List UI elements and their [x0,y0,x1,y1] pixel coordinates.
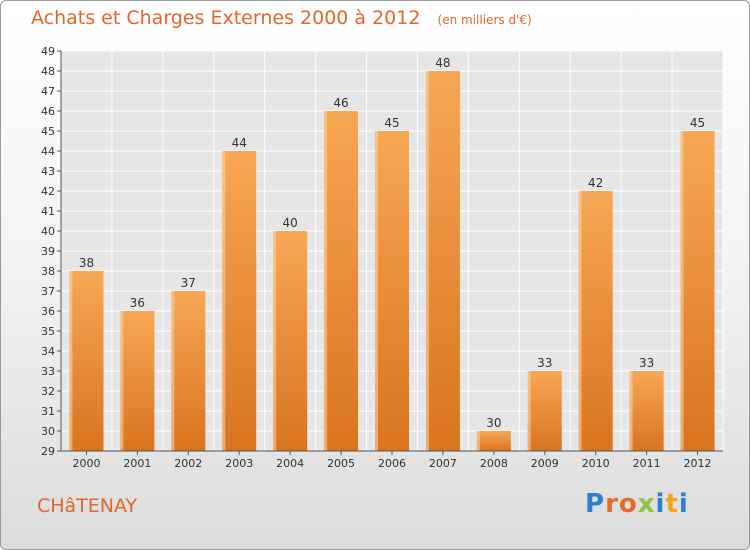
logo-letter: o [618,489,638,519]
bar-highlight [527,371,531,451]
logo-letter: r [605,489,619,519]
data-label: 42 [588,176,603,190]
x-tick-label: 2008 [480,457,508,470]
bar-highlight [273,231,277,451]
x-tick-label: 2000 [72,457,100,470]
y-tick-label: 46 [41,105,55,118]
y-tick-label: 37 [41,285,55,298]
y-tick-label: 30 [41,425,55,438]
y-tick-label: 42 [41,185,55,198]
x-tick-label: 2004 [276,457,304,470]
y-tick-label: 38 [41,265,55,278]
bar [324,111,359,451]
proxiti-logo: Proxiti [585,489,689,519]
bar [527,371,562,451]
data-label: 38 [79,256,94,270]
y-tick-label: 40 [41,225,55,238]
y-tick-label: 34 [41,345,55,358]
bar [629,371,664,451]
bar [680,131,715,451]
data-label: 45 [690,116,705,130]
x-tick-label: 2009 [531,457,559,470]
bar [69,271,104,451]
y-tick-label: 36 [41,305,55,318]
data-label: 48 [435,56,450,70]
x-tick-label: 2011 [633,457,661,470]
bar [222,151,257,451]
x-tick-label: 2003 [225,457,253,470]
chart-unit-note: (en milliers d'€) [437,13,532,27]
data-label: 44 [232,136,247,150]
bar-highlight [425,71,429,451]
bar [171,291,206,451]
x-tick-label: 2007 [429,457,457,470]
x-tick-label: 2006 [378,457,406,470]
data-label: 45 [384,116,399,130]
data-label: 36 [130,296,145,310]
bar [476,431,511,451]
bar-highlight [171,291,175,451]
y-tick-label: 47 [41,85,55,98]
data-label: 30 [486,416,501,430]
commune-name: CHâTENAY [37,495,138,517]
y-tick-label: 33 [41,365,55,378]
y-tick-label: 39 [41,245,55,258]
bar [120,311,155,451]
bar-highlight [578,191,582,451]
x-tick-label: 2005 [327,457,355,470]
y-tick-label: 49 [41,45,55,58]
data-label: 37 [181,276,196,290]
title-row: Achats et Charges Externes 2000 à 2012 (… [31,7,532,29]
bar-highlight [680,131,684,451]
y-tick-label: 44 [41,145,55,158]
x-tick-label: 2010 [582,457,610,470]
y-tick-label: 48 [41,65,55,78]
y-tick-label: 32 [41,385,55,398]
y-tick-label: 41 [41,205,55,218]
logo-letter: P [585,489,606,519]
y-tick-label: 45 [41,125,55,138]
bar-highlight [222,151,226,451]
bar-highlight [120,311,124,451]
x-tick-label: 2002 [174,457,202,470]
bar-highlight [476,431,480,451]
y-tick-label: 43 [41,165,55,178]
x-tick-label: 2001 [123,457,151,470]
y-tick-label: 31 [41,405,55,418]
data-label: 33 [639,356,654,370]
logo-letter: i [678,489,689,519]
logo-letter: i [655,489,666,519]
bar [375,131,409,451]
data-label: 46 [333,96,348,110]
logo-letter: t [665,489,679,519]
bar [273,231,308,451]
bar-highlight [69,271,73,451]
bar [578,191,613,451]
data-label: 33 [537,356,552,370]
logo-letter: x [637,489,656,519]
bar [425,71,460,451]
chart-title: Achats et Charges Externes 2000 à 2012 [31,7,421,29]
bar-highlight [324,111,328,451]
bar-highlight [629,371,633,451]
x-tick-label: 2012 [684,457,712,470]
y-tick-label: 29 [41,445,55,458]
data-label: 40 [283,216,298,230]
y-tick-label: 35 [41,325,55,338]
bar-highlight [375,131,378,451]
